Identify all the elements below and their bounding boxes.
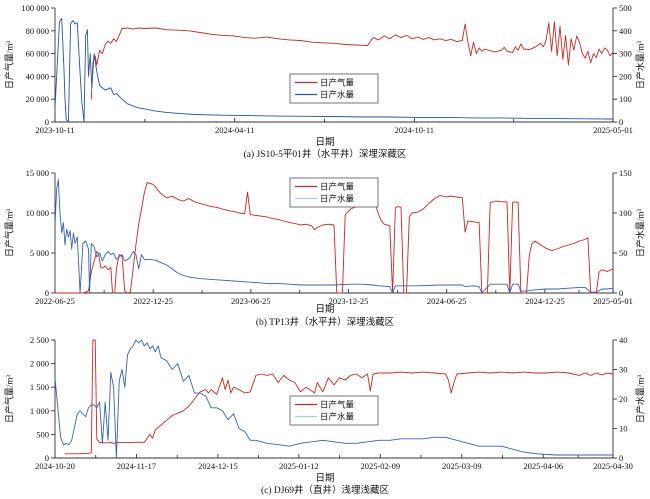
svg-text:60 000: 60 000 xyxy=(26,49,49,59)
svg-text:0: 0 xyxy=(45,288,49,298)
svg-text:2022-12-25: 2022-12-25 xyxy=(133,296,173,306)
svg-text:40 000: 40 000 xyxy=(26,71,49,81)
svg-text:日产气量: 日产气量 xyxy=(320,400,355,410)
subplot-caption-c: (c) DJ69井（直井）浅埋浅藏区 xyxy=(261,486,389,496)
y-axis-label-water-c: 日产水量/m³ xyxy=(635,374,646,424)
svg-text:10: 10 xyxy=(619,424,628,434)
svg-text:2024-12-15: 2024-12-15 xyxy=(198,461,238,471)
svg-text:日产水量: 日产水量 xyxy=(320,194,355,204)
svg-text:40: 40 xyxy=(619,335,628,345)
subplot-caption-a: (a) JS10-5平01井（水平井）深埋深藏区 xyxy=(243,150,407,160)
svg-text:1 500: 1 500 xyxy=(30,382,49,392)
svg-text:2025-01-12: 2025-01-12 xyxy=(279,461,319,471)
svg-text:150: 150 xyxy=(619,168,632,178)
x-axis-label-a: 日期 xyxy=(315,138,335,148)
svg-text:300: 300 xyxy=(619,49,632,59)
svg-text:2025-02-09: 2025-02-09 xyxy=(360,461,400,471)
x-axis-label-c: 日期 xyxy=(315,474,335,484)
svg-text:日产气量: 日产气量 xyxy=(320,182,355,192)
svg-text:2024-06-25: 2024-06-25 xyxy=(427,296,467,306)
svg-text:2025-05-01: 2025-05-01 xyxy=(593,125,633,135)
svg-text:10 000: 10 000 xyxy=(26,208,49,218)
subplot-a: 0 20 000 40 000 60 000 80 000 100 000 0 100 200 3… xyxy=(0,0,650,166)
x-axis-label-b: 日期 xyxy=(315,305,335,315)
y-axis-label-gas-c: 日产气量/m³ xyxy=(4,374,15,424)
svg-text:0: 0 xyxy=(45,453,49,463)
svg-text:0: 0 xyxy=(45,117,49,127)
svg-text:2025-04-30: 2025-04-30 xyxy=(593,461,633,471)
svg-text:日产气量: 日产气量 xyxy=(320,78,355,88)
svg-text:2023-12-25: 2023-12-25 xyxy=(329,296,369,306)
y-axis-label-gas-a: 日产气量/m³ xyxy=(4,40,15,90)
svg-text:2022-06-25: 2022-06-25 xyxy=(35,296,75,306)
svg-text:2024-10-11: 2024-10-11 xyxy=(395,125,434,135)
svg-text:2025-04-06: 2025-04-06 xyxy=(523,461,563,471)
svg-text:100: 100 xyxy=(619,94,632,104)
svg-text:2 500: 2 500 xyxy=(30,335,49,345)
svg-text:100 000: 100 000 xyxy=(21,3,49,13)
y-axis-label-gas-b: 日产气量/m³ xyxy=(4,208,15,258)
subplot-caption-b: (b) TP13井（水平井）深埋浅藏区 xyxy=(255,318,395,328)
svg-text:2024-04-11: 2024-04-11 xyxy=(215,125,254,135)
svg-text:日产水量: 日产水量 xyxy=(320,412,355,422)
svg-text:15 000: 15 000 xyxy=(26,168,49,178)
plot-area-a: 0 20 000 40 000 60 000 80 000 100 000 0 100 200 3… xyxy=(21,3,633,135)
svg-text:20 000: 20 000 xyxy=(26,94,49,104)
svg-text:500: 500 xyxy=(619,3,632,13)
svg-text:400: 400 xyxy=(619,26,632,36)
svg-text:200: 200 xyxy=(619,71,632,81)
y-axis-label-water-b: 日产水量/m³ xyxy=(635,208,646,258)
svg-text:5 000: 5 000 xyxy=(30,248,49,258)
svg-text:1 000: 1 000 xyxy=(30,406,49,416)
subplot-b: 0 5 000 10 000 15 000 0 50 100 150 2022-06-25 202… xyxy=(0,166,650,332)
plot-area-b: 0 5 000 10 000 15 000 0 50 100 150 2022-06-25 202… xyxy=(26,168,633,306)
svg-text:50: 50 xyxy=(619,248,628,258)
svg-text:2023-06-25: 2023-06-25 xyxy=(231,296,271,306)
subplot-c: 0 500 1 000 1 500 2 000 2 500 0 10 20 30 40 2024-10… xyxy=(0,332,650,499)
svg-text:2024-11-17: 2024-11-17 xyxy=(117,461,156,471)
svg-text:2023-10-11: 2023-10-11 xyxy=(35,125,74,135)
svg-text:100: 100 xyxy=(619,208,632,218)
svg-text:2024-12-25: 2024-12-25 xyxy=(525,296,565,306)
svg-text:日产水量: 日产水量 xyxy=(320,90,355,100)
svg-text:2024-10-20: 2024-10-20 xyxy=(35,461,75,471)
svg-text:2 000: 2 000 xyxy=(30,359,49,369)
svg-text:20: 20 xyxy=(619,394,628,404)
svg-text:0: 0 xyxy=(619,117,623,127)
svg-text:500: 500 xyxy=(36,429,49,439)
svg-text:30: 30 xyxy=(619,365,628,375)
svg-text:2025-05-01: 2025-05-01 xyxy=(593,296,633,306)
plot-area-c: 0 500 1 000 1 500 2 000 2 500 0 10 20 30 40 2024-10… xyxy=(30,335,633,471)
svg-text:0: 0 xyxy=(619,288,623,298)
svg-text:0: 0 xyxy=(619,453,623,463)
svg-text:80 000: 80 000 xyxy=(26,26,49,36)
svg-text:2025-03-09: 2025-03-09 xyxy=(442,461,482,471)
y-axis-label-water-a: 日产水量/m³ xyxy=(635,40,646,90)
